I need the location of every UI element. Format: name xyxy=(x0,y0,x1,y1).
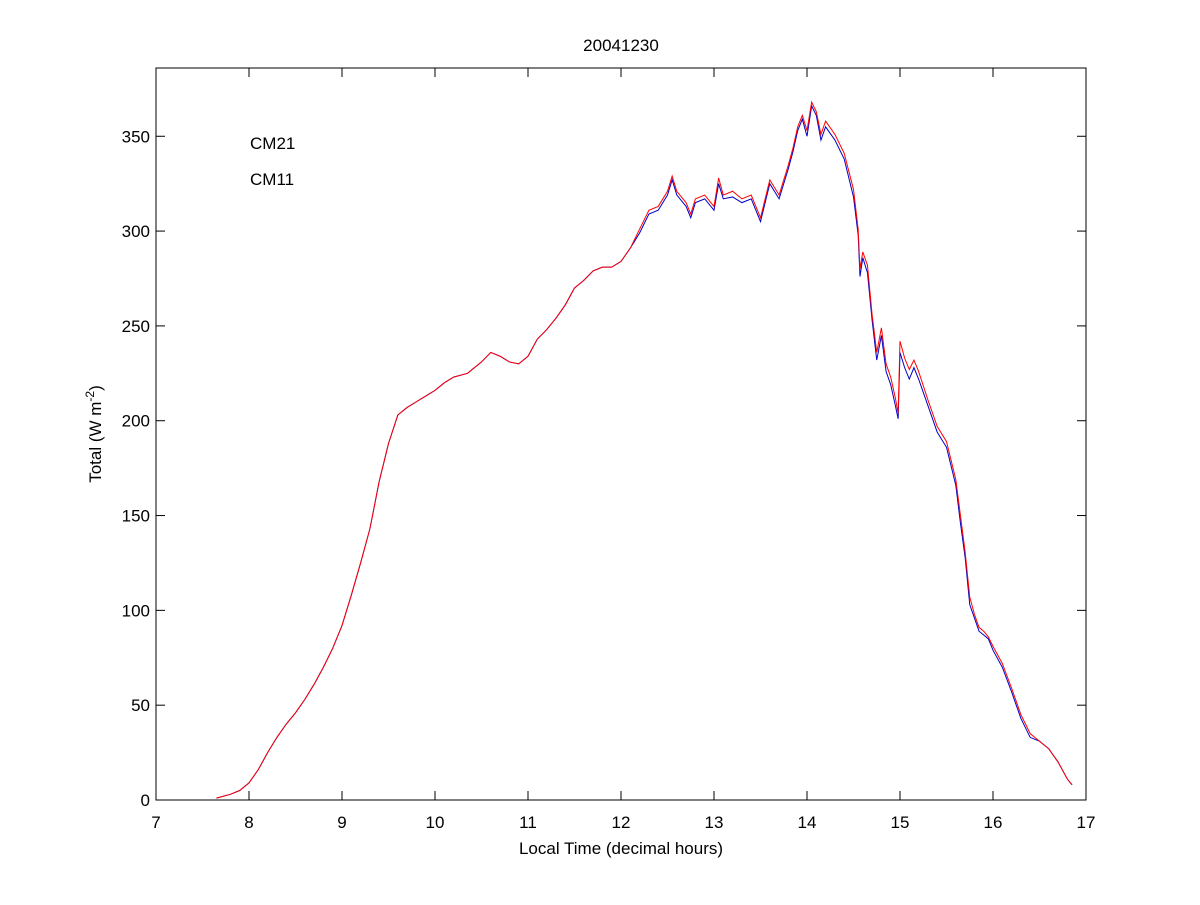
y-axis-label-suffix: ) xyxy=(86,385,105,391)
y-tick-label: 200 xyxy=(122,412,150,431)
plot-frame xyxy=(155,67,1087,801)
y-tick-label: 0 xyxy=(141,791,150,810)
y-axis-label: Total (W m-2) xyxy=(83,385,105,483)
y-tick-label: 300 xyxy=(122,222,150,241)
y-tick-label: 100 xyxy=(122,601,150,620)
x-tick-label: 17 xyxy=(1077,813,1096,832)
x-tick-label: 7 xyxy=(151,813,160,832)
x-tick-label: 15 xyxy=(891,813,910,832)
x-tick-label: 13 xyxy=(705,813,724,832)
x-tick-label: 16 xyxy=(984,813,1003,832)
y-tick-label: 350 xyxy=(122,127,150,146)
chart-title: 20041230 xyxy=(583,36,659,55)
y-tick-label: 50 xyxy=(131,696,150,715)
series-line xyxy=(216,100,1073,799)
x-tick-label: 11 xyxy=(519,813,537,832)
x-tick-label: 12 xyxy=(612,813,631,832)
x-tick-label: 10 xyxy=(426,813,445,832)
y-axis-label-text: Total (W m xyxy=(86,402,105,483)
legend-entry: CM21 xyxy=(250,134,295,153)
x-tick-label: 9 xyxy=(337,813,346,832)
legend-entry: CM11 xyxy=(250,170,294,189)
y-axis-label-superscript: -2 xyxy=(83,391,97,402)
x-axis-label: Local Time (decimal hours) xyxy=(519,839,723,858)
x-tick-label: 14 xyxy=(798,813,817,832)
y-tick-label: 250 xyxy=(122,317,150,336)
y-tick-label: 150 xyxy=(122,507,150,526)
x-tick-label: 8 xyxy=(244,813,253,832)
